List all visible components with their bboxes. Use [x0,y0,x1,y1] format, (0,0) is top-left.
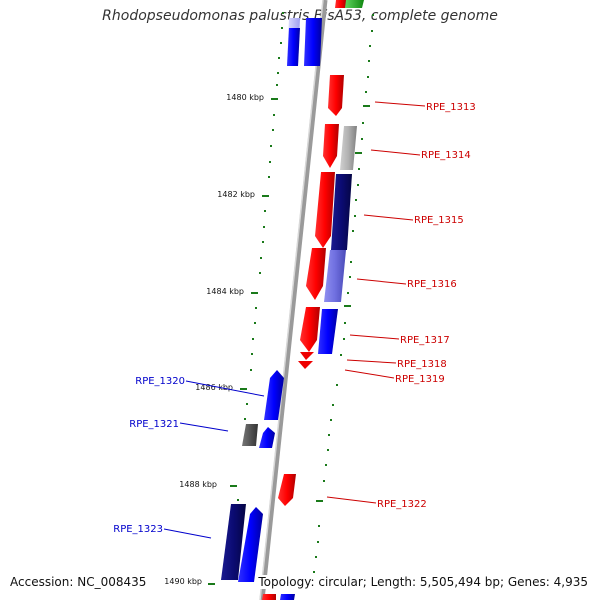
gene-label-rpe-1322[interactable]: RPE_1322 [377,499,427,510]
gene-label-rpe-1323[interactable]: RPE_1323 [113,524,163,535]
gene-label-rpe-1318[interactable]: RPE_1318 [397,359,447,370]
gene-rpe-1314[interactable] [340,126,357,170]
scale-label-1488: 1488 kbp [179,480,217,489]
gene-rpe-1320[interactable] [264,370,284,420]
gene-blue-top-a[interactable] [287,28,300,66]
genome-backbone [259,0,328,600]
topology-text: Topology: circular; Length: 5,505,494 bp… [256,575,590,589]
gene-rpe-1315[interactable] [331,174,352,250]
gene-red-bottom[interactable] [262,594,276,600]
gene-rpe-1315-red[interactable] [315,172,335,248]
gene-rpe-1323[interactable] [221,504,246,580]
accession-text: Accession: NC_008435 [8,575,149,589]
scale-label-1480: 1480 kbp [226,93,264,102]
scale-label-1490: 1490 kbp [164,577,202,586]
gene-rpe-1313[interactable] [328,75,344,116]
scale-label-1482: 1482 kbp [217,190,255,199]
gene-rpe-1321-blue[interactable] [259,427,275,448]
gene-label-rpe-1315[interactable]: RPE_1315 [414,215,464,226]
gene-red-top[interactable] [335,0,346,8]
gene-label-rpe-1321[interactable]: RPE_1321 [129,419,179,430]
scale-ticks [208,98,370,585]
gene-label-rpe-1320[interactable]: RPE_1320 [135,376,185,387]
gene-rpe-1316[interactable] [324,250,346,302]
gene-rpe-1317-red[interactable] [300,307,320,352]
gene-blue-top-b[interactable] [304,18,322,66]
gene-green-top[interactable] [343,0,364,8]
scale-track-right [313,14,374,573]
gene-rpe-1317[interactable] [318,309,338,354]
gene-rpe-1314-red[interactable] [323,124,339,168]
gene-features[interactable] [221,0,364,600]
gene-label-rpe-1314[interactable]: RPE_1314 [421,150,471,161]
gene-rpe-1319[interactable] [298,361,313,369]
map-title: Rhodopseudomonas palustris BisA53, compl… [102,8,498,24]
genome-backbone-highlight [259,0,324,600]
gene-rpe-1321[interactable] [242,424,258,446]
gene-rpe-1318[interactable] [300,352,314,360]
gene-label-rpe-1319[interactable]: RPE_1319 [395,374,445,385]
label-leaders-reverse [163,380,265,539]
label-leaders-forward [326,101,426,504]
scale-label-1484: 1484 kbp [206,287,244,296]
gene-rpe-1323-blue[interactable] [238,507,263,582]
gene-label-rpe-1316[interactable]: RPE_1316 [407,279,457,290]
gene-label-rpe-1313[interactable]: RPE_1313 [426,102,476,113]
gene-blue-bottom[interactable] [280,594,295,600]
gene-rpe-1316-red[interactable] [306,248,326,300]
gene-label-rpe-1317[interactable]: RPE_1317 [400,335,450,346]
gene-rpe-1322[interactable] [278,474,296,506]
scale-label-1486: 1486 kbp [195,383,233,392]
